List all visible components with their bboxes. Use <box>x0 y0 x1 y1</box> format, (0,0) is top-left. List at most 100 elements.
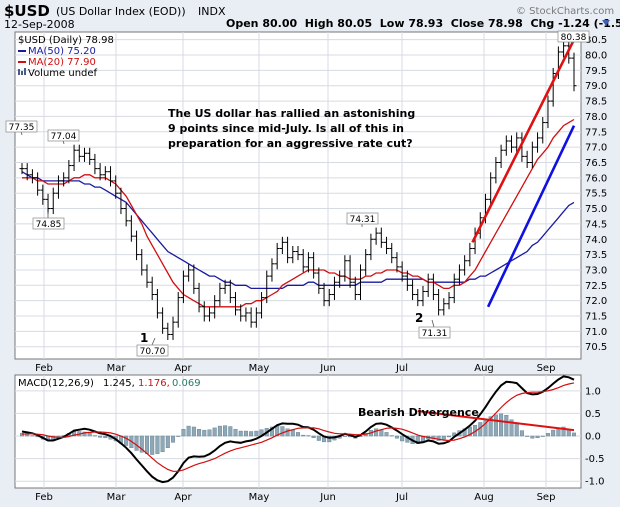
macd-hist-bar <box>171 435 176 443</box>
legend-volume-icon <box>18 68 26 75</box>
macd-y-tick-label: 1.0 <box>585 386 601 397</box>
price-panel <box>14 31 582 360</box>
price-bar <box>290 246 296 264</box>
macd-hist-bar <box>223 425 228 437</box>
price-bar <box>243 307 249 322</box>
macd-hist-bar <box>144 435 149 454</box>
price-bar <box>259 292 265 319</box>
price-bar <box>436 288 442 316</box>
price-bar <box>540 117 546 144</box>
price-y-tick-label: 75.5 <box>585 189 607 200</box>
price-bar <box>295 246 301 261</box>
price-y-tick-label: 74.0 <box>585 235 607 246</box>
macd-hist-bar <box>290 429 295 437</box>
chevron-down-icon[interactable] <box>602 20 610 26</box>
price-bar <box>66 160 72 184</box>
price-y-tick-label: 76.5 <box>585 158 607 169</box>
price-bar <box>139 249 145 276</box>
price-y-tick-label: 72.0 <box>585 296 607 307</box>
price-x-tick-label: Apr <box>174 363 192 374</box>
price-bar <box>529 141 535 169</box>
macd-hist-bar <box>249 431 254 437</box>
svg-text:77.35: 77.35 <box>9 123 35 133</box>
price-x-tick-label: Jul <box>395 363 408 374</box>
legend-volume: Volume undef <box>28 68 98 79</box>
price-bar <box>274 242 280 270</box>
macd-hist-bar <box>394 435 399 439</box>
price-y-tick-label: 75.0 <box>585 204 607 215</box>
macd-hist-bar <box>181 429 186 437</box>
macd-hist-bar <box>280 426 285 437</box>
price-bar <box>420 285 426 307</box>
price-y-tick-label: 74.5 <box>585 219 607 230</box>
price-bar <box>337 270 343 288</box>
macd-hist-bar <box>25 434 30 437</box>
price-y-tick-label: 78.5 <box>585 97 607 108</box>
macd-hist-bar <box>139 435 144 453</box>
price-bar <box>128 215 134 242</box>
price-bar <box>19 163 25 175</box>
macd-hist-bar <box>316 435 321 441</box>
price-bar <box>430 273 436 301</box>
price-bar <box>462 255 468 276</box>
macd-hist-bar <box>186 425 191 437</box>
price-x-tick-label: Jun <box>319 363 336 374</box>
macd-hist-bar <box>441 435 446 440</box>
price-point-label: 77.04 <box>47 129 80 145</box>
macd-hist-bar <box>488 416 493 437</box>
macd-hist-bar <box>436 435 441 441</box>
price-bar <box>201 301 207 322</box>
price-bar <box>248 307 254 328</box>
macd-x-tick-label: Jul <box>395 492 408 503</box>
price-y-tick-label: 79.5 <box>585 66 607 77</box>
price-bar <box>441 298 447 316</box>
price-bar <box>378 227 384 248</box>
price-y-tick-label: 76.0 <box>585 173 607 184</box>
price-bar <box>196 282 202 313</box>
price-bar <box>222 279 228 294</box>
macd-trendline <box>417 410 575 432</box>
macd-hist-bar <box>103 435 108 439</box>
macd-legend-value: 1.245, <box>103 378 135 389</box>
macd-hist-bar <box>311 435 316 439</box>
macd-series-line-macd <box>21 375 575 484</box>
price-bar <box>118 187 124 215</box>
price-bar <box>269 258 275 282</box>
price-y-tick-label: 72.5 <box>585 281 607 292</box>
price-bar <box>316 267 322 294</box>
price-y-tick-label: 73.0 <box>585 265 607 276</box>
price-bar <box>545 95 551 129</box>
symbol-title: $USD <box>4 2 50 20</box>
price-bar <box>212 295 218 319</box>
legend-ma20: MA(20) 77.90 <box>28 57 96 68</box>
macd-hist-bar <box>20 433 25 437</box>
price-bar <box>524 150 530 169</box>
exchange-label: INDX <box>198 5 226 18</box>
price-bar <box>76 144 82 162</box>
macd-hist-bar <box>82 431 87 437</box>
price-bar <box>144 264 150 288</box>
price-bar <box>425 273 431 297</box>
macd-hist-bar <box>160 435 165 453</box>
macd-hist-bar <box>572 432 577 437</box>
price-bar <box>154 288 160 319</box>
macd-x-tick-label: Feb <box>35 492 53 503</box>
macd-hist-bar <box>228 426 233 437</box>
price-bar <box>61 172 67 187</box>
price-bar <box>81 147 87 162</box>
macd-hist-bar <box>243 430 248 437</box>
price-bar <box>488 172 494 205</box>
macd-hist-bar <box>150 435 155 455</box>
macd-hist-bar <box>400 435 405 442</box>
price-bar <box>404 270 410 291</box>
svg-text:74.85: 74.85 <box>36 220 62 230</box>
macd-hist-bar <box>493 414 498 437</box>
macd-hist-bar <box>30 435 35 437</box>
macd-hist-bar <box>540 435 545 437</box>
macd-hist-bar <box>176 435 181 437</box>
macd-hist-bar <box>447 435 452 438</box>
watermark: © StockCharts.com <box>516 6 614 17</box>
macd-hist-bar <box>504 415 509 437</box>
price-point-label: 77.35 <box>5 120 38 136</box>
